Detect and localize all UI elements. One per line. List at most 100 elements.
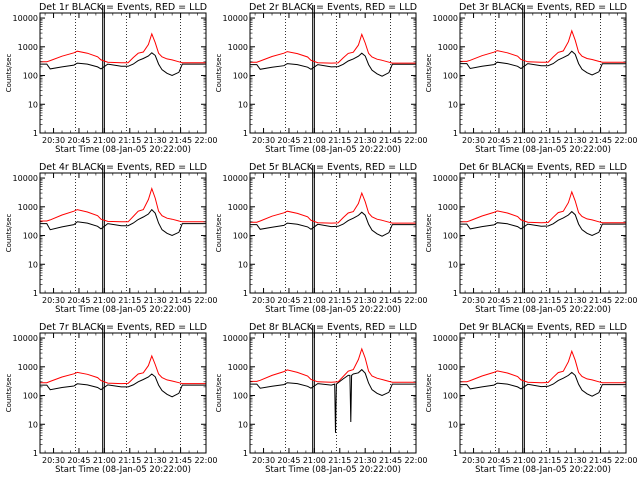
x-tick-label: 21:45 [379, 296, 402, 305]
panel-title: Det 9r BLACK = Events, RED = LLD [459, 322, 627, 333]
x-tick-label: 22:00 [194, 136, 217, 145]
y-tick-label: 10000 [223, 14, 248, 23]
y-tick-label: 1000 [18, 43, 38, 52]
x-tick-label: 21:15 [118, 456, 141, 465]
x-tick-label: 20:30 [252, 136, 275, 145]
x-axis-label: Start Time (08-Jan-05 20:22:00) [265, 305, 401, 315]
panel-title: Det 2r BLACK = Events, RED = LLD [249, 2, 417, 13]
y-tick-label: 10000 [223, 334, 248, 343]
x-axis-label: Start Time (08-Jan-05 20:22:00) [475, 145, 611, 155]
series-lld [40, 32, 206, 64]
y-tick-label: 1 [33, 449, 38, 458]
y-tick-label: 1000 [438, 43, 458, 52]
y-tick-label: 1000 [228, 363, 248, 372]
y-axis-label: Counts/sec [425, 54, 433, 93]
x-tick-label: 21:45 [169, 456, 192, 465]
x-tick-label: 21:30 [564, 456, 587, 465]
y-tick-label: 1000 [438, 203, 458, 212]
y-axis-label: Counts/sec [215, 54, 223, 93]
panel-title: Det 7r BLACK = Events, RED = LLD [39, 322, 207, 333]
plot-frame [249, 332, 417, 454]
x-tick-label: 21:15 [538, 136, 561, 145]
x-tick-label: 20:30 [42, 456, 65, 465]
panel-title: Det 1r BLACK = Events, RED = LLD [39, 2, 207, 13]
x-tick-label: 20:45 [67, 456, 90, 465]
detector-panel-8: Det 8r BLACK = Events, RED = LLD 1 10 100 10… [215, 322, 428, 475]
x-tick-label: 20:30 [462, 456, 485, 465]
y-tick-label: 10000 [13, 14, 38, 23]
x-tick-label: 20:30 [42, 136, 65, 145]
y-tick-label: 1 [243, 289, 248, 298]
x-tick-label: 20:45 [487, 456, 510, 465]
x-tick-label: 21:00 [513, 456, 536, 465]
x-tick-label: 21:15 [118, 296, 141, 305]
x-axis-label: Start Time (08-Jan-05 20:22:00) [55, 465, 191, 475]
y-axis-label: Counts/sec [425, 374, 433, 413]
x-tick-label: 21:45 [379, 456, 402, 465]
y-tick-label: 1 [33, 289, 38, 298]
x-tick-label: 22:00 [614, 136, 637, 145]
series-lld [40, 354, 206, 385]
detector-panel-4: Det 4r BLACK = Events, RED = LLD 1 10 100 10… [5, 162, 218, 315]
y-tick-label: 10 [28, 100, 38, 109]
series-events [250, 368, 416, 433]
detector-panel-5: Det 5r BLACK = Events, RED = LLD 1 10 100 10… [215, 162, 428, 315]
x-tick-label: 22:00 [194, 296, 217, 305]
y-tick-label: 100 [443, 72, 458, 81]
y-tick-label: 100 [23, 232, 38, 241]
x-axis-label: Start Time (08-Jan-05 20:22:00) [475, 465, 611, 475]
x-tick-label: 21:30 [564, 136, 587, 145]
x-tick-label: 21:30 [354, 136, 377, 145]
y-tick-label: 1 [33, 129, 38, 138]
x-tick-label: 21:30 [354, 456, 377, 465]
y-tick-label: 1 [243, 129, 248, 138]
series-events [250, 52, 416, 77]
y-tick-label: 1 [453, 449, 458, 458]
x-tick-label: 21:15 [328, 136, 351, 145]
y-tick-label: 100 [233, 232, 248, 241]
x-tick-label: 22:00 [194, 456, 217, 465]
series-events [40, 208, 206, 237]
x-tick-label: 20:45 [277, 136, 300, 145]
series-events [40, 373, 206, 398]
series-events [250, 211, 416, 237]
y-tick-label: 100 [443, 232, 458, 241]
x-tick-label: 21:30 [144, 296, 167, 305]
x-axis-label: Start Time (08-Jan-05 20:22:00) [55, 305, 191, 315]
y-tick-label: 10000 [13, 334, 38, 343]
y-axis-label: Counts/sec [215, 214, 223, 253]
x-tick-label: 21:30 [144, 456, 167, 465]
x-tick-label: 21:00 [93, 456, 116, 465]
x-tick-label: 22:00 [404, 456, 427, 465]
x-tick-label: 20:30 [252, 296, 275, 305]
x-tick-label: 21:15 [538, 296, 561, 305]
x-tick-label: 21:15 [328, 456, 351, 465]
y-tick-label: 1000 [228, 203, 248, 212]
x-axis-label: Start Time (08-Jan-05 20:22:00) [265, 145, 401, 155]
panel-title: Det 6r BLACK = Events, RED = LLD [459, 162, 627, 173]
y-tick-label: 100 [23, 392, 38, 401]
y-tick-label: 100 [233, 72, 248, 81]
y-tick-label: 1000 [228, 43, 248, 52]
detector-panel-1: Det 1r BLACK = Events, RED = LLD 1 10 100 10… [5, 2, 218, 155]
y-tick-label: 100 [443, 392, 458, 401]
plot-frame [39, 12, 207, 134]
x-tick-label: 20:45 [277, 296, 300, 305]
x-tick-label: 21:00 [513, 136, 536, 145]
panel-title: Det 3r BLACK = Events, RED = LLD [459, 2, 627, 13]
series-lld [460, 349, 626, 384]
y-tick-label: 10 [448, 260, 458, 269]
x-tick-label: 21:00 [303, 136, 326, 145]
x-tick-label: 22:00 [614, 456, 637, 465]
y-tick-label: 10 [448, 100, 458, 109]
detector-panel-2: Det 2r BLACK = Events, RED = LLD 1 10 100 10… [215, 2, 428, 155]
x-tick-label: 21:45 [589, 456, 612, 465]
x-tick-label: 21:00 [93, 296, 116, 305]
x-tick-label: 20:45 [277, 456, 300, 465]
y-axis-label: Counts/sec [215, 374, 223, 413]
y-tick-label: 1000 [18, 203, 38, 212]
x-tick-label: 21:45 [589, 136, 612, 145]
x-axis-label: Start Time (08-Jan-05 20:22:00) [475, 305, 611, 315]
series-lld [460, 190, 626, 224]
